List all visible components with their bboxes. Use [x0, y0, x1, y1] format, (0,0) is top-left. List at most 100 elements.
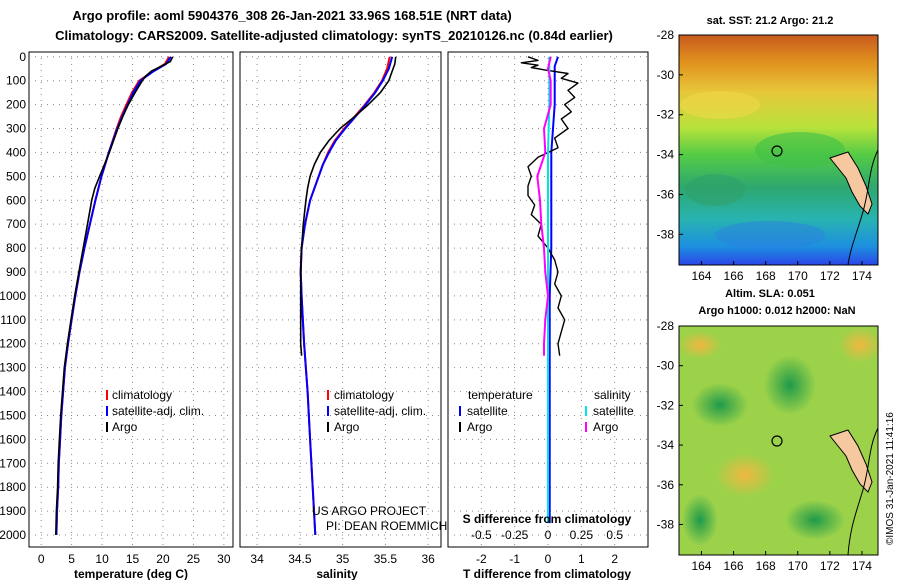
t-difference-axis-label: T difference from climatology	[463, 567, 631, 580]
imos-credit: ©IMOS 31-Jan-2021 11:41:16	[885, 412, 896, 545]
sla-map-coastline	[847, 427, 879, 556]
legend-label-climatology: climatology	[334, 388, 394, 402]
depth-tick-label: 1700	[0, 456, 26, 470]
depth-tick-label: 600	[6, 193, 26, 207]
top-x-tick-label: 0	[545, 528, 552, 542]
depth-tick-label: 1200	[0, 337, 26, 351]
x-tick-label: 36	[421, 552, 435, 566]
x-tick-label: 35.5	[374, 552, 398, 566]
sst-map-ticks: 164 166 168 170 172 174 -28 -30 -32 -34 -36 -38	[657, 28, 873, 283]
map-x-tick-label: 174	[852, 269, 872, 283]
sst-map-profile-marker	[771, 145, 783, 157]
sla-map-land	[829, 429, 873, 493]
salinity-panel	[239, 51, 442, 548]
panel-gridlines	[29, 52, 648, 547]
map-y-tick-label: -36	[657, 187, 675, 201]
sla-map-frame	[678, 325, 879, 556]
legend-label-satellite: satellite-adj. clim.	[112, 404, 204, 418]
depth-tick-label: 1900	[0, 504, 26, 518]
profile-lines	[55, 56, 579, 536]
map-y-tick-label: -28	[657, 28, 675, 42]
map-y-tick-label: -36	[657, 478, 675, 492]
depth-tick-label: 1500	[0, 408, 26, 422]
map-x-tick-label: 168	[756, 269, 776, 283]
sla-map-ticks: 164 166 168 170 172 174 -28 -30 -32 -34 -36 -38	[657, 319, 873, 573]
temperature-panel	[28, 51, 234, 548]
top-x-tick-label: 0.5	[606, 528, 623, 542]
figure-title-line1: Argo profile: aoml 5904376_308 26-Jan-20…	[72, 8, 511, 23]
map-y-tick-label: -34	[657, 438, 675, 452]
depth-tick-label: 1800	[0, 480, 26, 494]
sst-map-title: sat. SST: 21.2 Argo: 21.2	[707, 15, 834, 27]
x-tick-label: 30	[217, 552, 231, 566]
figure-title-line2: Climatology: CARS2009. Satellite-adjuste…	[55, 28, 613, 43]
depth-tick-label: 500	[6, 169, 26, 183]
depth-tick-labels: 0 100 200 300 400 500 600 700 800 900 1000 1100 1200…	[0, 50, 26, 542]
depth-tick-label: 200	[6, 98, 26, 112]
sla-map-title-line2: Argo h1000: 0.012 h2000: NaN	[698, 305, 855, 317]
sla-map-patches	[678, 327, 882, 546]
depth-tick-label: 1100	[0, 313, 26, 327]
legend-label-t-satellite: satellite	[467, 404, 508, 418]
salinity-satellite-line	[299, 56, 394, 536]
depth-tick-label: 2000	[0, 528, 26, 542]
depth-tick-label: 900	[6, 265, 26, 279]
map-y-tick-label: -32	[657, 398, 675, 412]
project-annotation-line1: US ARGO PROJECT	[312, 504, 427, 518]
x-tick-label: -2	[476, 552, 487, 566]
map-x-tick-label: 164	[691, 269, 711, 283]
depth-tick-label: 800	[6, 241, 26, 255]
depth-tick-label: 400	[6, 145, 26, 159]
map-x-tick-label: 166	[724, 269, 744, 283]
sst-map-land	[829, 151, 873, 215]
sdiff-argo-line	[536, 56, 552, 356]
legend-label-argo: Argo	[112, 420, 138, 434]
top-x-tick-label: -0.25	[501, 528, 529, 542]
difference-legend: temperature satellite Argo salinity sate…	[459, 388, 634, 434]
x-tick-label: 10	[95, 552, 109, 566]
depth-tick-label: 300	[6, 122, 26, 136]
top-x-tick-label: -0.5	[471, 528, 492, 542]
legend-label-s-argo: Argo	[593, 420, 619, 434]
depth-tick-label: 700	[6, 217, 26, 231]
legend-heading-temperature: temperature	[468, 388, 533, 402]
x-tick-label: 1	[578, 552, 585, 566]
map-x-tick-label: 164	[691, 559, 711, 573]
map-y-tick-label: -32	[657, 108, 675, 122]
map-x-tick-label: 170	[788, 269, 808, 283]
legend-label-argo: Argo	[334, 420, 360, 434]
x-tick-label: 0	[545, 552, 552, 566]
tdiff-satellite-line	[548, 56, 559, 524]
x-tick-label: 25	[187, 552, 201, 566]
sst-map-frame	[678, 34, 879, 266]
sst-map-patches	[680, 91, 845, 249]
map-x-tick-label: 168	[756, 559, 776, 573]
map-y-tick-label: -38	[657, 517, 675, 531]
map-x-tick-label: 174	[852, 559, 872, 573]
legend-label-climatology: climatology	[112, 388, 172, 402]
depth-tick-label: 1600	[0, 432, 26, 446]
depth-tick-label: 1000	[0, 289, 26, 303]
x-tick-label: 20	[156, 552, 170, 566]
depth-tick-label: 100	[6, 74, 26, 88]
x-tick-label: 5	[68, 552, 75, 566]
s-difference-axis-label: S difference from climatology	[463, 512, 632, 526]
x-tick-label: 2	[611, 552, 618, 566]
x-tick-labels: 0 5 10 15 20 25 30 34 34.5 35 35.5 36 -2 -1 0 1 2 -0.5 -0.…	[38, 528, 623, 566]
map-y-tick-label: -30	[657, 68, 675, 82]
map-y-tick-label: -34	[657, 148, 675, 162]
temperature-axis-label: temperature (deg C)	[74, 567, 188, 580]
legend-label-t-argo: Argo	[467, 420, 493, 434]
salinity-argo-line	[299, 56, 397, 356]
depth-tick-label: 1300	[0, 361, 26, 375]
temperature-legend: climatology satellite-adj. clim. Argo	[106, 388, 204, 434]
map-x-tick-label: 172	[820, 269, 840, 283]
depth-tick-label: 1400	[0, 385, 26, 399]
project-annotation-line2: PI: DEAN ROEMMICH	[326, 519, 447, 533]
legend-heading-salinity: salinity	[594, 388, 631, 402]
tdiff-argo-line	[520, 56, 579, 356]
temperature-argo-line	[55, 56, 174, 536]
map-x-tick-label: 172	[820, 559, 840, 573]
legend-label-s-satellite: satellite	[593, 404, 634, 418]
